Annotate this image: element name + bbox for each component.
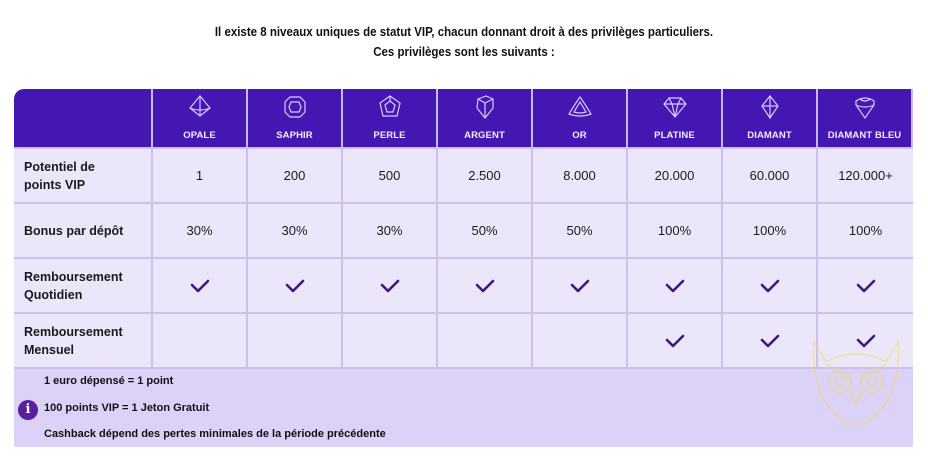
- table-cell: 30%: [248, 202, 343, 257]
- checkmark-icon: [285, 279, 304, 292]
- tier-header-diamant: DIAMANT: [723, 89, 818, 147]
- table-cell: [723, 312, 818, 367]
- table-cell: 50%: [533, 202, 628, 257]
- tier-name: SAPHIR: [276, 130, 313, 141]
- table-cell: [153, 312, 248, 367]
- checkmark-icon: [856, 279, 875, 292]
- table-cell: [343, 257, 438, 312]
- table-cell: 2.500: [438, 147, 533, 202]
- header-corner: [14, 89, 153, 147]
- tier-name: PLATINE: [654, 130, 695, 141]
- row-label: Remboursement Quotidien: [14, 257, 153, 312]
- table-cell: [343, 312, 438, 367]
- platinum-gem-icon: [662, 97, 687, 118]
- table-cell: 8.000: [533, 147, 628, 202]
- vip-table: OPALE SAPHIR PERLE ARGENT OR PLATINE DIAMANT DI…: [14, 89, 913, 447]
- row-label: Remboursement Mensuel: [14, 312, 153, 367]
- checkmark-icon: [475, 279, 494, 292]
- checkmark-icon: [665, 334, 684, 347]
- tier-header-saphir: SAPHIR: [248, 89, 343, 147]
- footer-note-points: 1 euro dépensé = 1 point: [44, 375, 174, 387]
- footer-note-jeton: 100 points VIP = 1 Jeton Gratuit: [44, 402, 210, 414]
- footer-note-cashback: Cashback dépend des pertes minimales de …: [44, 428, 386, 440]
- table-cell: [818, 257, 913, 312]
- tier-header-diamant-bleu: DIAMANT BLEU: [818, 89, 913, 147]
- intro-line-1: Il existe 8 niveaux uniques de statut VI…: [214, 25, 714, 39]
- blue-diamond-gem-icon: [854, 97, 875, 120]
- tier-header-argent: ARGENT: [438, 89, 533, 147]
- table-cell: 200: [248, 147, 343, 202]
- vip-table-grid: OPALE SAPHIR PERLE ARGENT OR PLATINE DIAMANT DI…: [14, 89, 913, 367]
- silver-gem-icon: [475, 95, 494, 119]
- tier-header-or: OR: [533, 89, 628, 147]
- table-cell: [248, 312, 343, 367]
- pearl-gem-icon: [378, 95, 401, 117]
- tier-header-platine: PLATINE: [628, 89, 723, 147]
- table-cell: [248, 257, 343, 312]
- table-cell: 100%: [628, 202, 723, 257]
- checkmark-icon: [856, 334, 875, 347]
- row-label: Potentiel de points VIP: [14, 147, 153, 202]
- tier-name: PERLE: [373, 130, 406, 141]
- checkmark-icon: [665, 279, 684, 292]
- intro-text: Il existe 8 niveaux uniques de statut VI…: [37, 22, 891, 62]
- table-cell: [818, 312, 913, 367]
- tier-name: DIAMANT BLEU: [827, 130, 902, 141]
- table-cell: 20.000: [628, 147, 723, 202]
- tier-header-perle: PERLE: [343, 89, 438, 147]
- tier-header-opale: OPALE: [153, 89, 248, 147]
- tier-name: OR: [572, 130, 587, 141]
- tier-name: OPALE: [183, 130, 216, 141]
- table-cell: 50%: [438, 202, 533, 257]
- checkmark-icon: [760, 334, 779, 347]
- checkmark-icon: [380, 279, 399, 292]
- info-icon: i: [18, 400, 38, 420]
- table-cell: [438, 257, 533, 312]
- tier-name: DIAMANT: [747, 130, 792, 141]
- table-cell: 500: [343, 147, 438, 202]
- table-cell: [533, 312, 628, 367]
- table-cell: 100%: [818, 202, 913, 257]
- table-cell: 60.000: [723, 147, 818, 202]
- checkmark-icon: [190, 279, 209, 292]
- vip-table-footer: 1 euro dépensé = 1 point i 100 points VI…: [14, 367, 913, 447]
- diamond-gem-icon: [760, 95, 779, 120]
- checkmark-icon: [570, 279, 589, 292]
- intro-line-2: Ces privilèges sont les suivants :: [373, 45, 555, 59]
- table-cell: 1: [153, 147, 248, 202]
- table-cell: 30%: [343, 202, 438, 257]
- row-label: Bonus par dépôt: [14, 202, 153, 257]
- table-cell: 120.000+: [818, 147, 913, 202]
- table-cell: [628, 312, 723, 367]
- gold-gem-icon: [567, 95, 592, 117]
- opal-gem-icon: [188, 95, 211, 117]
- table-cell: 30%: [153, 202, 248, 257]
- table-cell: [153, 257, 248, 312]
- table-cell: 100%: [723, 202, 818, 257]
- sapphire-gem-icon: [283, 96, 306, 118]
- table-cell: [533, 257, 628, 312]
- table-cell: [628, 257, 723, 312]
- table-cell: [438, 312, 533, 367]
- checkmark-icon: [760, 279, 779, 292]
- tier-name: ARGENT: [464, 130, 505, 141]
- table-cell: [723, 257, 818, 312]
